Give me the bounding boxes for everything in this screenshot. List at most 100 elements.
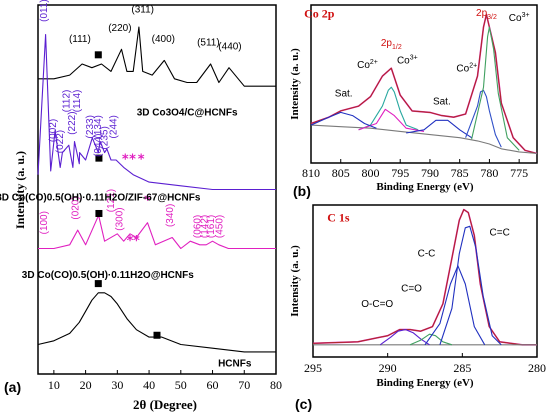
peak-annotation: (400)	[152, 34, 175, 45]
phase-star-marker: *	[122, 153, 129, 168]
panel-c-frame	[312, 204, 538, 358]
series-line-1	[37, 33, 276, 191]
series-label: 3D Co(CO)0.5(OH)·0.11H2O@HCNFs	[22, 270, 194, 281]
peak-annotation: (440)	[218, 41, 241, 52]
series-line-4	[358, 108, 425, 132]
peak-annotation: (002)	[48, 119, 59, 142]
x-tick-label: 290	[379, 361, 397, 375]
phase-star-marker: *	[127, 234, 134, 249]
series-line-0	[38, 26, 276, 87]
x-tick-label: 790	[421, 166, 439, 180]
series-line-3	[379, 329, 430, 346]
panel-b-ylabel: Intensity (a. u.)	[289, 48, 301, 120]
x-tick-label: 20	[80, 378, 92, 392]
phase-square-marker	[95, 209, 103, 217]
series-line-6	[439, 225, 502, 346]
peak-annotation: O-C=O	[361, 299, 393, 310]
peak-annotation: (100)	[39, 211, 50, 234]
panel-b-co2p: Intensity (a. u.) Binding Energy (eV) (b…	[289, 4, 538, 199]
peak-annotation: (300)	[114, 207, 125, 230]
phase-square-marker	[94, 51, 102, 59]
phase-square-marker	[153, 331, 161, 339]
peak-annotation: (022)	[55, 130, 66, 153]
peak-annotation: (244)	[109, 115, 120, 138]
peak-annotation: (511)	[197, 38, 220, 49]
x-tick-label: 10	[48, 378, 60, 392]
peak-annotation: (134)	[93, 115, 104, 138]
panel-c-c1s: Intensity (a. u.) Binding Energy (eV) (c…	[289, 204, 546, 412]
panel-c-ylabel: Intensity (a. u.)	[289, 245, 301, 317]
peak-annotation: C=O	[401, 284, 422, 295]
panel-a-xrd: Intensity (a. u.) 2θ (Degree) (a) 10 20 30…	[0, 0, 282, 412]
peak-annotation: (011)	[39, 0, 50, 22]
peak-annotation: C-C	[418, 249, 436, 260]
series-line-2	[310, 124, 538, 155]
peak-annotation: Co2+	[357, 59, 378, 71]
peak-annotation: (111)	[69, 34, 91, 45]
series-line-8	[471, 26, 520, 151]
panel-b-xlabel: Binding Energy (eV)	[376, 181, 474, 193]
peak-annotation: (060)	[192, 215, 203, 238]
phase-star-marker: *	[129, 153, 136, 168]
peak-annotation: (235)	[99, 126, 110, 149]
peak-annotation: (220)	[108, 23, 131, 34]
x-tick-label: 805	[332, 166, 350, 180]
series-line-3	[358, 86, 419, 131]
panel-a-xlabel: 2θ (Degree)	[133, 397, 197, 412]
series-label: 3D Co3O4/C@HCNFs	[137, 108, 238, 119]
peak-annotation: (142)	[199, 215, 210, 238]
peak-annotation: (044)	[93, 134, 104, 157]
x-tick-label: 40	[143, 378, 155, 392]
peak-annotation: Co3+	[397, 54, 418, 66]
x-tick-label: 810	[302, 166, 320, 180]
peak-annotation: 2p1/2	[381, 38, 402, 51]
peak-annotation: C 1s	[327, 211, 350, 225]
panel-b-label: (b)	[293, 183, 311, 199]
x-tick-label: 800	[361, 166, 379, 180]
series-line-5	[424, 265, 486, 346]
series-line-1	[310, 13, 538, 155]
peak-annotation: (311)	[131, 4, 154, 15]
panel-c-label: (c)	[295, 396, 312, 412]
panel-b-frame	[310, 4, 538, 164]
x-tick-label: 295	[304, 361, 322, 375]
phase-star-marker: *	[133, 234, 140, 249]
panel-c-xlabel: Binding Energy (eV)	[376, 377, 474, 389]
peak-annotation: (222)	[67, 111, 78, 134]
series-line-2	[38, 214, 276, 250]
x-tick-label: 785	[451, 166, 469, 180]
series-line-0	[310, 13, 538, 155]
peak-annotation: (112)	[61, 90, 72, 113]
phase-star-marker: *	[138, 153, 145, 168]
peak-annotation: (233)	[85, 115, 96, 138]
peak-annotation: (340)	[165, 204, 176, 227]
series-line-3	[37, 292, 276, 353]
peak-annotation: Sat.	[433, 97, 451, 108]
series-label: HCNFs	[218, 359, 252, 370]
peak-annotation: Co3+	[509, 12, 530, 24]
panel-a-label: (a)	[4, 379, 21, 395]
peak-annotation: (121)	[106, 189, 117, 212]
x-tick-label: 60	[207, 378, 219, 392]
peak-annotation: (114)	[72, 90, 83, 113]
peak-annotation: (450)	[215, 215, 226, 238]
peak-annotation: 2p3/2	[476, 8, 497, 21]
x-tick-label: 70	[238, 378, 250, 392]
peak-annotation: Co 2p	[304, 7, 335, 21]
x-tick-label: 780	[480, 166, 498, 180]
peak-annotation: Sat.	[335, 89, 353, 100]
series-label: 3D Co(CO)0.5(OH)·0.11H2O/ZIF-67@HCNFs	[0, 193, 201, 204]
phase-square-marker	[95, 154, 103, 162]
x-tick-label: 80	[270, 378, 282, 392]
phase-square-marker	[94, 280, 102, 288]
series-line-5	[310, 111, 377, 129]
x-tick-label: 775	[510, 166, 528, 180]
x-tick-label: 795	[391, 166, 409, 180]
x-tick-label: 285	[453, 361, 471, 375]
peak-annotation: Co2+	[456, 62, 477, 74]
x-tick-label: 280	[528, 361, 546, 375]
panel-a-ylabel: Intensity (a. u.)	[13, 151, 27, 229]
series-line-7	[465, 89, 502, 148]
peak-annotation: (020)	[70, 196, 81, 219]
